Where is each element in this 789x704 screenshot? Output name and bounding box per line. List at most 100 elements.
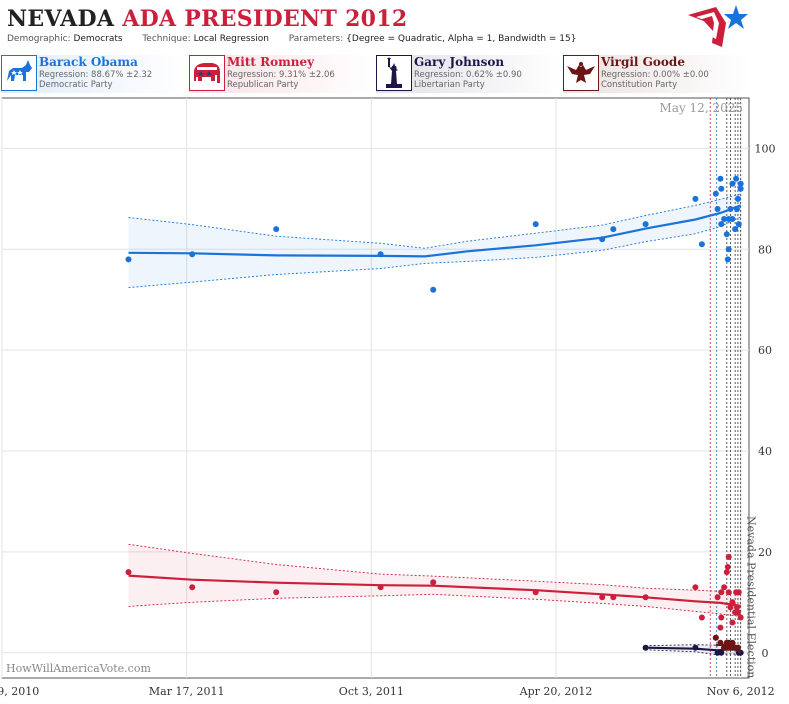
mitt-romney-poll-point: [729, 619, 736, 626]
gary-johnson-poll-point: [642, 644, 649, 651]
candidate-name: Gary Johnson: [414, 55, 505, 69]
technique-label: Technique:: [142, 34, 191, 44]
demographic-label: Demographic:: [7, 34, 71, 44]
x-tick-label: Apr 20, 2012: [519, 685, 593, 698]
barack-obama-poll-point: [712, 190, 719, 197]
virgil-goode-poll-point: [717, 639, 724, 646]
election-label: Nevada Presidential Election: [745, 516, 758, 678]
candidate-card-johnson[interactable]: Gary Johnson Regression: 0.62% ±0.90 Lib…: [376, 55, 562, 93]
parameters-value: {Degree = Quadratic, Alpha = 1, Bandwidt…: [346, 34, 577, 44]
page-title: NEVADA ADA PRESIDENT 2012: [7, 6, 408, 32]
y-tick-label: 0: [762, 647, 769, 660]
barack-obama-poll-point: [732, 226, 739, 233]
barack-obama-poll-point: [718, 221, 725, 228]
barack-obama-poll-point: [724, 256, 731, 263]
barack-obama-poll-point: [698, 241, 705, 248]
chart-parameters: Demographic: Democrats Technique: Local …: [7, 34, 577, 44]
mitt-romney-poll-point: [430, 579, 437, 586]
barack-obama-poll-point: [610, 226, 617, 233]
barack-obama-poll-point: [125, 256, 132, 263]
barack-obama-band-upper: [128, 193, 741, 249]
barack-obama-poll-point: [189, 251, 196, 258]
candidate-party: Democratic Party: [39, 80, 113, 90]
gary-johnson-poll-point: [692, 644, 699, 651]
barack-obama-poll-point: [599, 236, 606, 243]
mitt-romney-poll-point: [717, 624, 724, 631]
mitt-romney-band-upper: [128, 543, 741, 596]
candidate-card-obama[interactable]: Barack Obama Regression: 88.67% ±2.32 De…: [1, 55, 187, 93]
barack-obama-poll-point: [729, 180, 736, 187]
virgil-goode-poll-point: [734, 644, 741, 651]
barack-obama-poll-point: [735, 221, 742, 228]
mitt-romney-poll-point: [724, 564, 731, 570]
site-logo-icon[interactable]: [686, 3, 750, 49]
barack-obama-poll-point: [532, 221, 539, 228]
virgil-goode-poll-point: [712, 634, 719, 641]
candidate-legend: Barack Obama Regression: 88.67% ±2.32 De…: [0, 52, 789, 96]
eagle-icon: [563, 55, 599, 91]
title-state: NEVADA: [7, 6, 115, 32]
mitt-romney-poll-point: [532, 589, 539, 596]
y-tick-label: 20: [758, 546, 772, 559]
barack-obama-poll-point: [737, 185, 744, 192]
barack-obama-poll-point: [377, 251, 384, 258]
mitt-romney-poll-point: [718, 589, 725, 596]
y-tick-label: 100: [755, 142, 776, 155]
mitt-romney-poll-point: [725, 589, 732, 596]
mitt-romney-poll-point: [729, 599, 736, 606]
mitt-romney-band-lower: [128, 593, 741, 617]
candidate-regression: Regression: 9.31% ±2.06: [227, 70, 335, 80]
candidate-name: Virgil Goode: [601, 55, 685, 69]
mitt-romney-poll-point: [599, 594, 606, 601]
mitt-romney-poll-point: [692, 584, 699, 591]
elephant-icon: [189, 55, 225, 91]
virgil-goode-poll-point: [729, 639, 736, 646]
barack-obama-confidence-band: [128, 193, 741, 288]
mitt-romney-poll-point: [189, 584, 196, 591]
barack-obama-poll-point: [733, 175, 740, 182]
candidate-party: Libertarian Party: [414, 80, 485, 90]
demographic-value: Democrats: [73, 34, 123, 44]
barack-obama-poll-point: [737, 180, 744, 187]
barack-obama-poll-point: [734, 195, 741, 202]
candidate-card-goode[interactable]: Virgil Goode Regression: 0.00% ±0.00 Con…: [563, 55, 749, 93]
mitt-romney-poll-point: [727, 604, 734, 611]
barack-obama-poll-point: [273, 226, 280, 233]
barack-obama-poll-point: [723, 231, 730, 238]
barack-obama-poll-point: [729, 216, 736, 222]
barack-obama-poll-point: [725, 246, 732, 253]
mitt-romney-poll-point: [734, 604, 740, 611]
barack-obama-poll-point: [717, 175, 724, 182]
barack-obama-poll-point: [714, 206, 721, 212]
barack-obama-poll-point: [734, 206, 740, 212]
mitt-romney-poll-point: [273, 589, 280, 596]
statue-of-liberty-icon: [376, 55, 412, 91]
barack-obama-poll-point: [727, 206, 734, 212]
technique-value: Local Regression: [193, 34, 269, 44]
candidate-regression: Regression: 0.00% ±0.00: [601, 70, 709, 80]
x-tick-label: Mar 17, 2011: [149, 685, 225, 698]
virgil-goode-poll-point: [721, 644, 728, 651]
mitt-romney-poll-point: [377, 584, 384, 591]
y-tick-label: 40: [758, 445, 772, 458]
mitt-romney-poll-point: [723, 569, 730, 576]
page-header: NEVADA ADA PRESIDENT 2012 Demographic: D…: [0, 0, 789, 52]
mitt-romney-poll-point: [721, 584, 728, 591]
plot-area: [1, 97, 750, 679]
barack-obama-trend-line: [128, 204, 742, 258]
candidate-party: Constitution Party: [601, 80, 678, 90]
y-tick-label: 80: [758, 243, 772, 256]
mitt-romney-poll-point: [642, 594, 649, 601]
mitt-romney-poll-point: [737, 614, 744, 621]
candidate-name: Mitt Romney: [227, 55, 315, 69]
candidate-card-romney[interactable]: Mitt Romney Regression: 9.31% ±2.06 Repu…: [189, 55, 375, 93]
y-tick-label: 60: [758, 344, 772, 357]
candidate-party: Republican Party: [227, 80, 299, 90]
barack-obama-poll-point: [430, 286, 437, 293]
parameters-label: Parameters:: [288, 34, 344, 44]
barack-obama-poll-point: [692, 195, 699, 202]
donkey-icon: [1, 55, 37, 91]
watermark: HowWillAmericaVote.com: [6, 662, 151, 675]
mitt-romney-poll-point: [734, 609, 741, 616]
mitt-romney-poll-point: [714, 594, 721, 601]
